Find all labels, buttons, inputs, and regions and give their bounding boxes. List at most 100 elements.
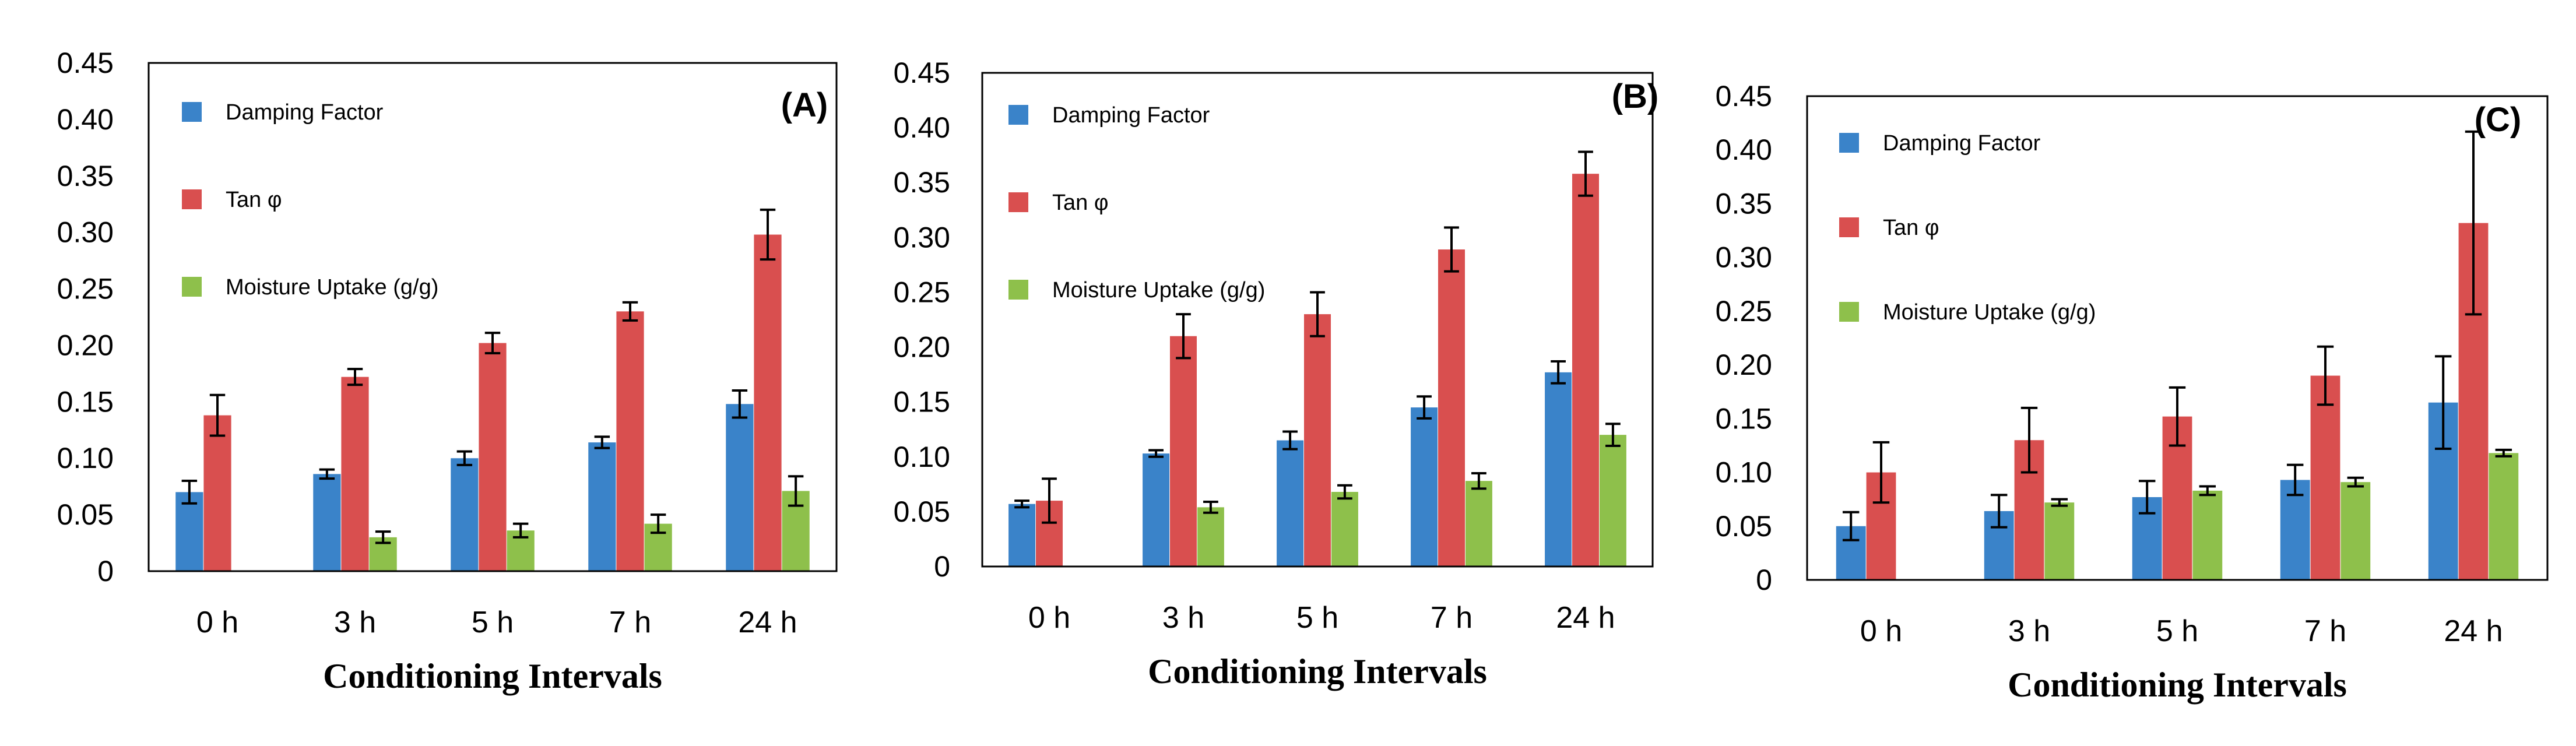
- x-tick-label: 3 h: [2008, 614, 2050, 648]
- legend-swatch-tan: [1839, 217, 1859, 237]
- chart-panel-b: 0 0.05 0.10 0.15 0.20 0.25 0.30 0.35 0.40 0.45 0 h…: [848, 17, 1676, 729]
- legend-label: Damping Factor: [1052, 103, 1210, 128]
- y-tick-label: 0.45: [1716, 80, 1772, 112]
- error-bar: [1337, 484, 1352, 500]
- y-tick-label: 0.35: [894, 166, 950, 199]
- bar-tan: [754, 234, 782, 571]
- error-bar: [2169, 386, 2186, 447]
- bar-tan: [616, 311, 644, 571]
- bar-moisture: [1331, 492, 1358, 566]
- bar-tan: [341, 376, 369, 571]
- bar-moisture: [1599, 435, 1626, 566]
- x-tick-label: 0 h: [196, 606, 238, 639]
- error-bar: [2347, 476, 2364, 488]
- error-bar: [650, 513, 666, 534]
- bar-tan: [203, 415, 231, 571]
- panel-label: (B): [1612, 78, 1659, 115]
- error-bar: [1282, 430, 1298, 451]
- error-bar: [2434, 355, 2452, 450]
- error-bar: [2286, 463, 2304, 497]
- y-tick-label: 0.10: [57, 442, 114, 474]
- error-bar: [2495, 448, 2512, 458]
- y-tick-label: 0.15: [894, 386, 950, 418]
- bar-tan: [479, 343, 507, 571]
- bar-moisture: [2340, 482, 2371, 580]
- y-tick-label: 0.05: [1716, 510, 1772, 543]
- error-bar: [319, 468, 335, 480]
- error-bar: [1176, 313, 1191, 360]
- legend-swatch-damping: [182, 102, 202, 122]
- error-bar: [2465, 130, 2482, 316]
- bar-moisture: [2044, 502, 2075, 580]
- bar-damping: [1143, 453, 1170, 566]
- y-tick-label: 0.10: [894, 441, 950, 473]
- error-bar: [1014, 499, 1029, 509]
- error-bar: [456, 450, 473, 466]
- x-axis-title: Conditioning Intervals: [323, 657, 662, 695]
- legend-swatch-tan: [182, 189, 202, 209]
- legend-label: Damping Factor: [226, 100, 384, 125]
- error-bar: [2020, 406, 2038, 474]
- plot-frame: [147, 62, 838, 572]
- bar-damping: [588, 442, 616, 571]
- y-tick-label: 0.20: [57, 329, 114, 361]
- error-bar: [1605, 423, 1621, 447]
- legend-swatch-moisture: [1839, 302, 1859, 322]
- y-tick-label: 0.25: [894, 276, 950, 308]
- bar-tan: [1572, 174, 1599, 567]
- x-tick-label: 0 h: [1860, 614, 1902, 648]
- error-bar: [1148, 449, 1164, 458]
- error-bar: [1471, 472, 1486, 490]
- y-tick-label: 0.25: [1716, 295, 1772, 328]
- legend-label: Tan φ: [1052, 191, 1108, 215]
- error-bar: [1990, 494, 2008, 529]
- y-tick-label: 0.25: [57, 273, 114, 305]
- y-tick-label: 0.40: [1716, 133, 1772, 166]
- y-tick-label: 0.20: [894, 331, 950, 364]
- y-tick-label: 0.30: [57, 216, 114, 249]
- x-axis-title: Conditioning Intervals: [2008, 666, 2347, 704]
- x-tick-label: 5 h: [472, 606, 514, 639]
- panel-background: [848, 17, 1676, 729]
- legend-label: Tan φ: [226, 188, 282, 212]
- legend-swatch-tan: [1008, 192, 1028, 212]
- error-bar: [209, 393, 226, 437]
- error-bar: [375, 530, 391, 544]
- bar-moisture: [1465, 481, 1492, 566]
- y-tick-label: 0.30: [1716, 241, 1772, 274]
- error-bar: [2199, 485, 2216, 497]
- error-bar: [760, 208, 776, 261]
- y-tick-label: 0.15: [1716, 402, 1772, 435]
- error-bar: [1417, 395, 1432, 420]
- panel-label: (C): [2475, 101, 2522, 139]
- bar-tan: [2310, 375, 2340, 580]
- bar-moisture: [2192, 490, 2223, 580]
- x-tick-label: 3 h: [334, 606, 376, 639]
- y-tick-label: 0.45: [894, 57, 950, 89]
- bar-damping: [451, 458, 479, 571]
- legend-swatch-moisture: [182, 277, 202, 297]
- y-tick-label: 0.15: [57, 385, 114, 418]
- x-tick-label: 5 h: [2156, 614, 2198, 648]
- panel-background: [1693, 29, 2562, 740]
- legend-label: Damping Factor: [1883, 131, 2041, 156]
- error-bar: [347, 368, 363, 386]
- bar-damping: [2280, 480, 2310, 580]
- bar-moisture: [2489, 453, 2519, 580]
- error-bar: [1444, 226, 1459, 273]
- chart-panel-c: 0 0.05 0.10 0.15 0.20 0.25 0.30 0.35 0.40 0.45 0 h…: [1693, 29, 2562, 740]
- error-bar: [1872, 441, 1890, 504]
- bar-damping: [313, 474, 341, 571]
- error-bar: [2138, 480, 2156, 515]
- bar-tan: [1170, 336, 1197, 566]
- error-bar: [1551, 360, 1566, 385]
- x-tick-label: 3 h: [1162, 601, 1204, 635]
- y-tick-label: 0.05: [894, 495, 950, 528]
- plot-frame: [1806, 95, 2549, 581]
- bar-moisture: [1197, 507, 1224, 566]
- bar-damping: [175, 492, 203, 571]
- x-axis-title: Conditioning Intervals: [1148, 652, 1487, 691]
- bar-damping: [1411, 407, 1438, 566]
- x-tick-label: 0 h: [1028, 601, 1070, 635]
